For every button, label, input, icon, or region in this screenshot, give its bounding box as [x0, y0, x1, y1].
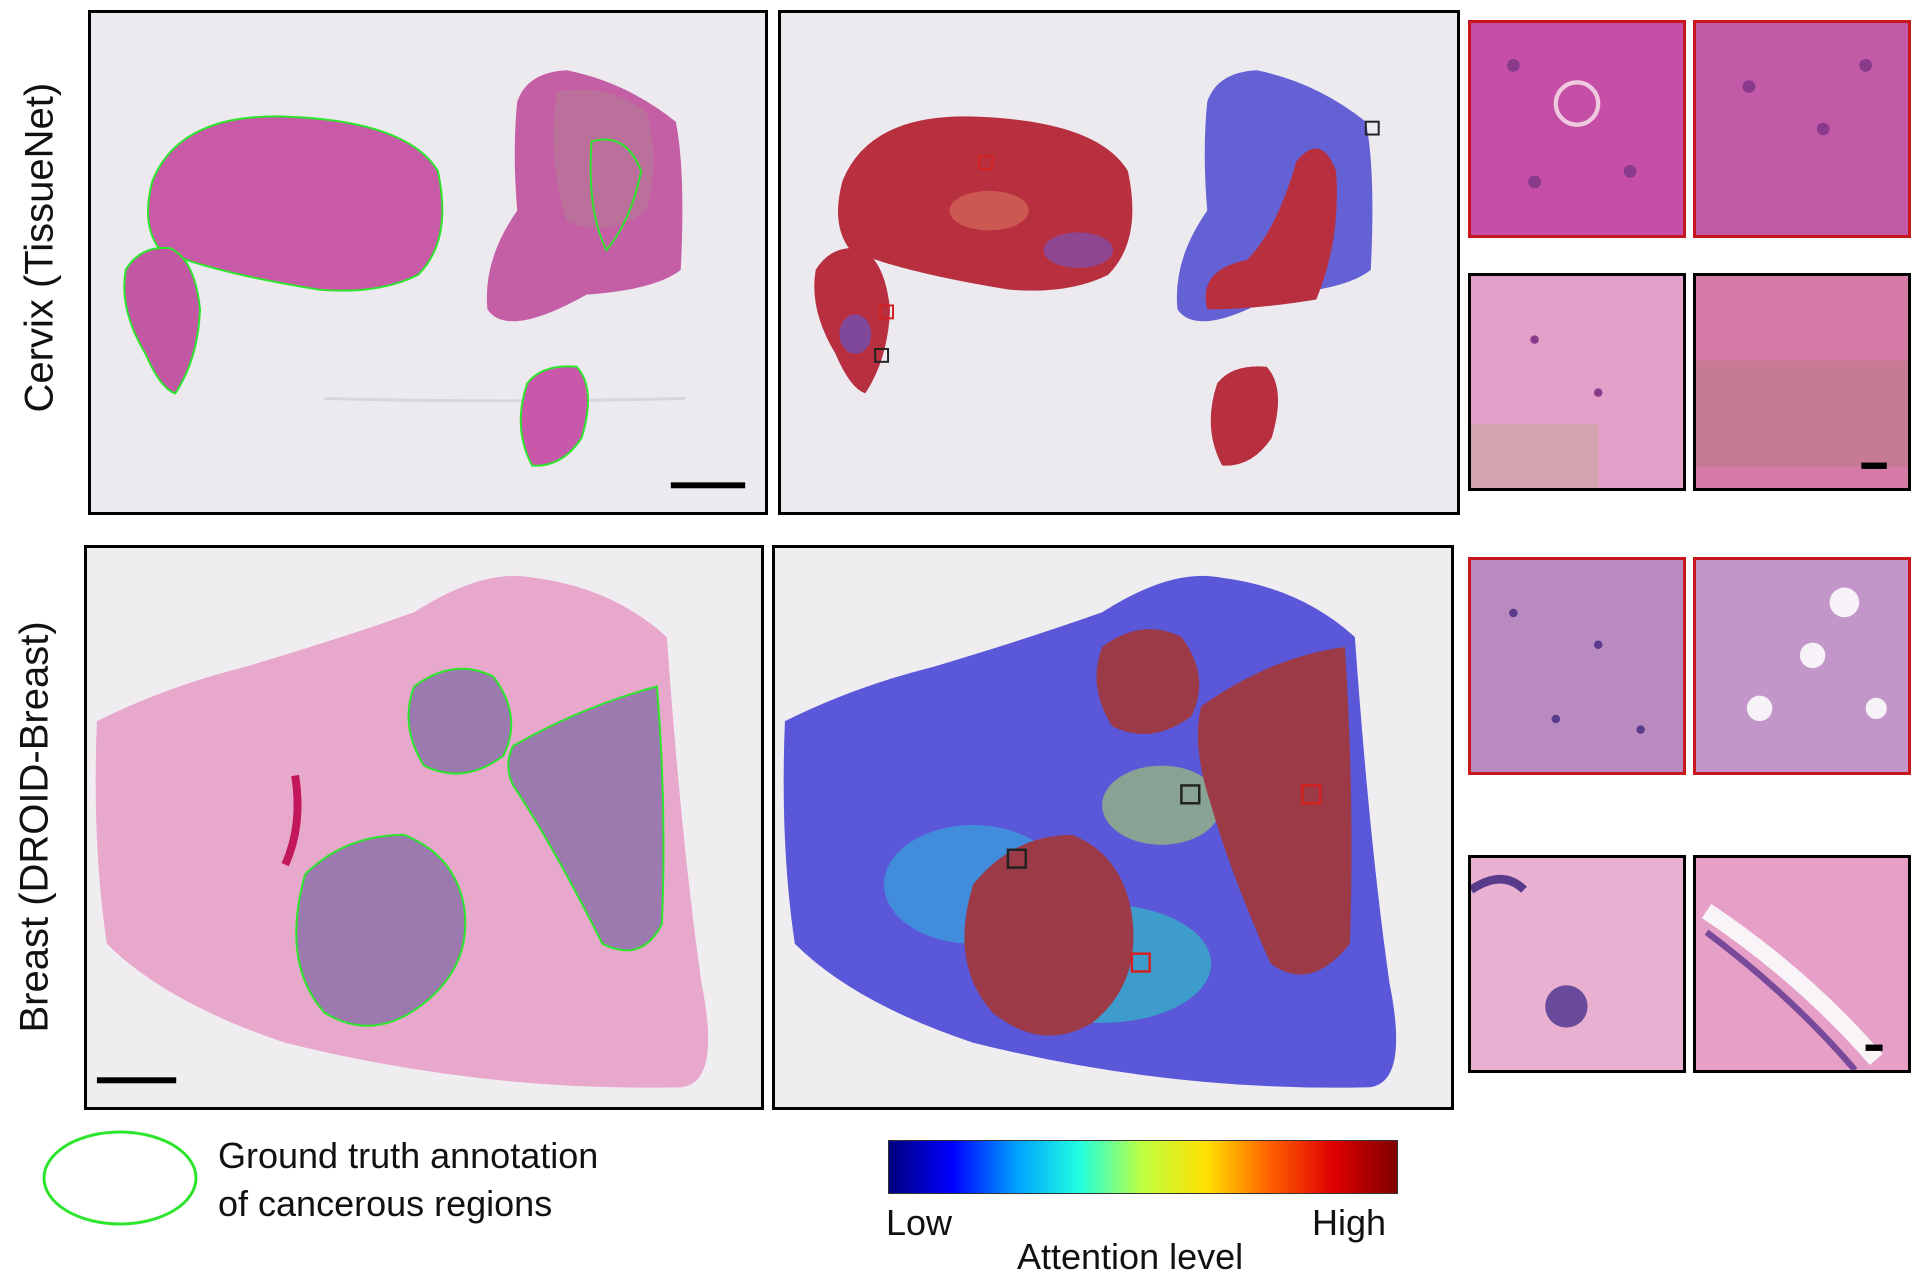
colorbar-high-label: High	[1312, 1202, 1387, 1243]
breast-tile-high-2	[1693, 557, 1911, 775]
colorbar-title: Attention level	[1017, 1236, 1244, 1277]
colorbar-low-label: Low	[886, 1202, 953, 1243]
breast-tile-high-1	[1468, 557, 1686, 775]
breast-box-black-1	[1180, 784, 1201, 805]
cervix-box-black-1	[874, 347, 890, 363]
cervix-tissue-main	[147, 116, 443, 291]
cervix-box-red-2	[879, 304, 894, 320]
breast-tile-low-2	[1693, 855, 1911, 1073]
cervix-wsi-panel	[88, 10, 768, 515]
breast-tile-low-1	[1468, 855, 1686, 1073]
cervix-box-black-2	[1364, 120, 1380, 136]
breast-box-black-2	[1006, 848, 1028, 869]
cervix-box-red-1	[978, 155, 994, 171]
breast-wsi-panel	[84, 545, 764, 1110]
breast-scale-bar	[96, 1077, 177, 1084]
attention-colorbar	[888, 1140, 1398, 1194]
cervix-tissue-bottom	[520, 366, 589, 466]
annotation-legend-line1: Ground truth annotation	[218, 1135, 599, 1176]
annotation-legend-line2: of cancerous regions	[218, 1183, 553, 1224]
row-label-cervix: Cervix (TissueNet)	[17, 82, 62, 413]
breast-heatmap-panel	[772, 545, 1454, 1110]
breast-tile-scale-bar	[1865, 1044, 1883, 1051]
row-label-breast: Breast (DROID-Breast)	[12, 621, 57, 1033]
breast-box-red-1	[1301, 784, 1322, 805]
cervix-heatmap-panel	[778, 10, 1460, 515]
cervix-tile-low-2	[1693, 273, 1911, 491]
cervix-tissue-left	[124, 247, 201, 394]
breast-tissue	[95, 575, 709, 1088]
cervix-tile-high-1	[1468, 20, 1686, 238]
cervix-tile-low-1	[1468, 273, 1686, 491]
cervix-scale-bar	[670, 482, 746, 489]
breast-box-red-2	[1130, 952, 1151, 973]
cervix-tile-scale-bar	[1861, 462, 1887, 469]
annotation-legend-ellipse	[42, 1130, 198, 1226]
cervix-tile-high-2	[1693, 20, 1911, 238]
annotation-legend-text: Ground truth annotation of cancerous reg…	[218, 1132, 598, 1228]
